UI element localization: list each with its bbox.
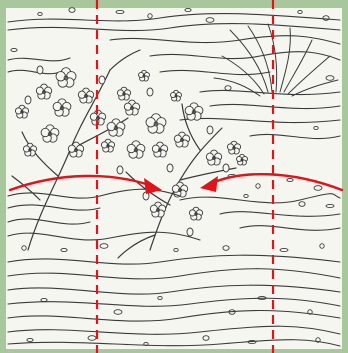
pebble [279, 247, 289, 253]
blossom-flower [188, 206, 204, 221]
pebble [202, 335, 210, 341]
blossom-flower [151, 141, 169, 158]
blossom-flower [14, 104, 30, 119]
pebble-dots [10, 7, 335, 347]
pebble [143, 341, 149, 347]
blossom-bud [222, 163, 230, 173]
blossom-bud [116, 165, 124, 175]
blossom-flower [236, 153, 248, 166]
right-arrowhead [200, 176, 218, 192]
blossom-bud [146, 87, 154, 97]
pebble [26, 337, 34, 343]
blossom-flower [145, 113, 167, 134]
pebble [205, 17, 215, 23]
blossom-flower [106, 118, 126, 137]
pebble [319, 243, 325, 249]
pebble [257, 295, 267, 301]
pebble [40, 297, 48, 303]
right-arc-arrow [208, 173, 344, 192]
left-arrowhead [144, 178, 162, 194]
pebble [60, 247, 68, 253]
pebble [313, 125, 319, 131]
blossom-flower [100, 138, 116, 153]
pebble [228, 309, 236, 315]
blossom-bud [24, 95, 32, 105]
pebble [313, 185, 323, 191]
pebble [99, 243, 109, 249]
pebble [247, 339, 257, 345]
pebble [315, 337, 321, 343]
pebble [325, 203, 335, 209]
blossom-flower [123, 99, 141, 116]
blossom-flower [184, 102, 204, 121]
blossom-flower [67, 141, 85, 158]
pebble [286, 177, 294, 183]
blossom-flower [138, 69, 150, 82]
pebble [113, 309, 123, 315]
blossom-flower [173, 131, 191, 148]
pebble [325, 75, 335, 81]
blossom-bud [36, 65, 44, 75]
blossom-bud [186, 227, 194, 237]
blossom-flower [77, 87, 95, 104]
blossom-bud [98, 75, 106, 85]
blossom-flower [170, 89, 182, 102]
pebble [21, 245, 27, 251]
blossom-flower [205, 149, 223, 166]
pebble [68, 7, 76, 13]
blossom-flower [149, 201, 167, 218]
blossom-flower [40, 124, 60, 143]
blossom-flower [226, 140, 242, 155]
pebble [255, 183, 261, 189]
pebble [243, 193, 249, 199]
pebble [173, 247, 179, 253]
blossom-flower [126, 140, 146, 159]
plum-blossoms [14, 65, 248, 237]
pebble [297, 9, 303, 15]
pebble [322, 15, 330, 21]
pebble [10, 47, 18, 53]
left-arc-arrow [8, 174, 154, 192]
pebble [224, 85, 232, 91]
blossom-flower [52, 98, 72, 117]
pebble [184, 7, 192, 13]
pebble [37, 11, 43, 17]
pebble [115, 9, 125, 15]
blossom-bud [166, 163, 174, 173]
pebble [222, 245, 230, 251]
pebble [307, 309, 313, 315]
blossom-flower [55, 67, 77, 88]
pebble [147, 13, 153, 19]
blossom-bud [206, 125, 214, 135]
fold-arrows [8, 173, 344, 194]
pebble [157, 295, 163, 301]
blossom-flower [171, 181, 189, 198]
pebble [298, 201, 306, 207]
blossom-flower [116, 86, 132, 101]
blossom-flower [22, 142, 38, 157]
blossom-flower [35, 83, 53, 100]
reed-grass [213, 23, 339, 97]
